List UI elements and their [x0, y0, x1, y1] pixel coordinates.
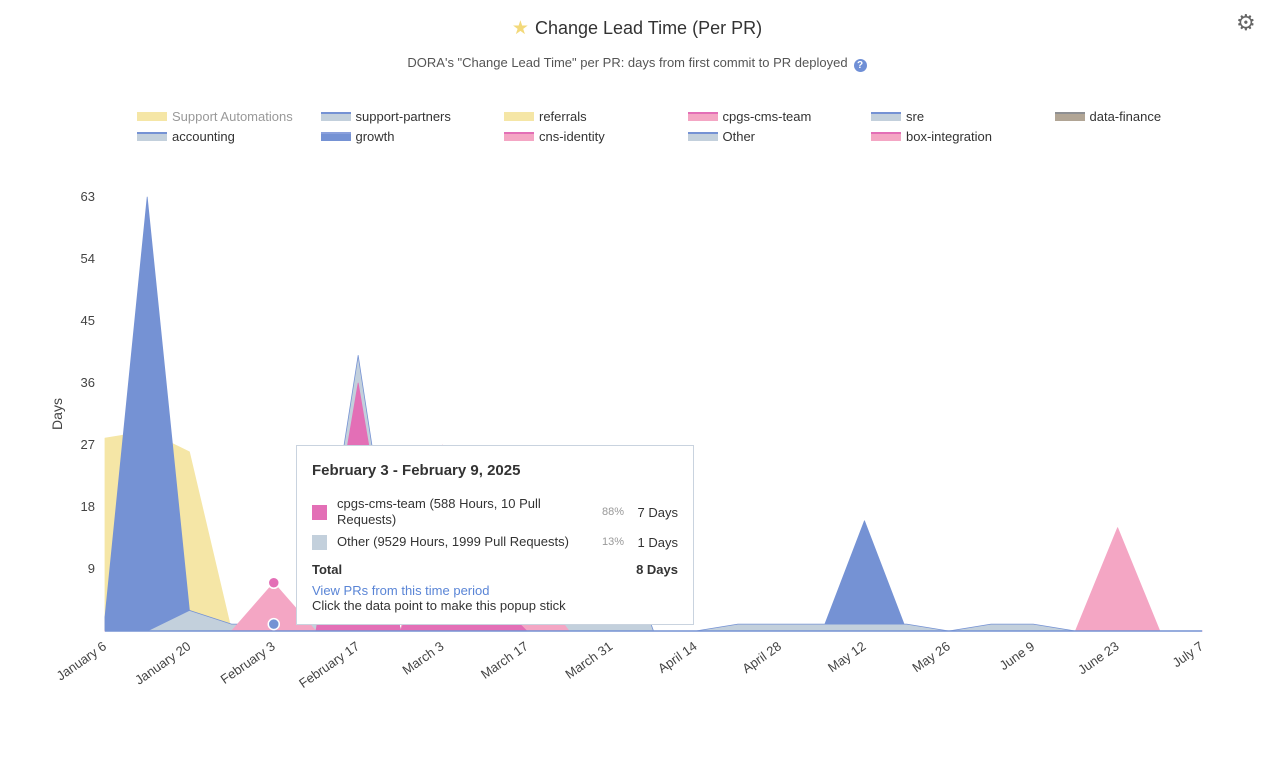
subtitle-text: DORA's "Change Lead Time" per PR: days f…: [407, 55, 848, 70]
legend-swatch: [137, 111, 167, 121]
row-pct: 88%: [601, 506, 624, 518]
legend-swatch: [871, 131, 901, 141]
x-tick-label: March 17: [478, 638, 531, 681]
gear-icon[interactable]: ⚙: [1236, 10, 1256, 35]
x-tick-label: January 20: [132, 638, 193, 687]
legend-label: growth: [355, 128, 395, 144]
tooltip-row: Other (9529 Hours, 1999 Pull Requests) 1…: [312, 534, 678, 550]
chart-subtitle: DORA's "Change Lead Time" per PR: days f…: [0, 55, 1274, 72]
help-icon[interactable]: ?: [853, 59, 867, 72]
legend-item[interactable]: cpgs-cms-team: [687, 108, 872, 124]
x-tick-label: June 9: [997, 638, 1038, 673]
x-tick-label: May 26: [909, 638, 953, 675]
star-icon[interactable]: ★: [511, 18, 529, 39]
legend-item[interactable]: data-finance: [1054, 108, 1239, 124]
total-value: 8 Days: [636, 562, 678, 577]
legend-swatch: [137, 131, 167, 141]
row-days: 1 Days: [637, 534, 678, 550]
legend-label: box-integration: [906, 128, 992, 144]
legend-swatch: [687, 131, 718, 141]
x-tick-label: March 31: [562, 638, 615, 681]
legend-label: cns-identity: [539, 128, 605, 144]
chart-title: ★ Change Lead Time (Per PR): [0, 17, 1274, 40]
row-days: 7 Days: [637, 504, 678, 520]
tooltip: February 3 - February 9, 2025 cpgs-cms-t…: [296, 445, 694, 625]
hover-point: [267, 617, 281, 631]
legend-item[interactable]: sre: [871, 108, 1055, 124]
tooltip-total: Total 8 Days: [312, 562, 678, 577]
legend-label: support-partners: [355, 108, 451, 124]
legend-label: accounting: [172, 128, 235, 144]
x-tick-label: May 12: [825, 638, 869, 675]
legend-item[interactable]: accounting: [137, 128, 321, 144]
hover-point: [267, 576, 281, 590]
tooltip-hint: Click the data point to make this popup …: [312, 598, 566, 613]
legend-label: Support Automations: [172, 108, 293, 124]
y-tick-label: 27: [81, 437, 95, 452]
legend-swatch: [320, 131, 351, 141]
y-tick-label: 36: [81, 375, 95, 390]
y-tick-label: 18: [81, 499, 95, 514]
legend-item[interactable]: support-partners: [320, 108, 505, 124]
row-label: cpgs-cms-team (588 Hours, 10 Pull Reques…: [337, 496, 541, 527]
legend-swatch: [504, 131, 534, 141]
row-label: Other (9529 Hours, 1999 Pull Requests): [337, 534, 569, 549]
legend-label: cpgs-cms-team: [722, 108, 812, 124]
legend-item[interactable]: box-integration: [871, 128, 1055, 144]
row-pct: 13%: [601, 536, 624, 548]
legend-label: referrals: [539, 108, 587, 124]
x-tick-label: June 23: [1075, 638, 1122, 677]
legend-label: Other: [722, 128, 756, 144]
x-tick-label: April 28: [739, 638, 784, 676]
legend-swatch: [320, 111, 351, 121]
legend-swatch: [687, 111, 718, 121]
tooltip-title: February 3 - February 9, 2025: [312, 462, 521, 479]
legend-swatch: [871, 111, 901, 121]
x-tick-label: April 14: [655, 638, 700, 676]
legend-label: data-finance: [1089, 108, 1162, 124]
y-tick-label: 9: [88, 561, 95, 576]
legend-item[interactable]: Other: [687, 128, 872, 144]
series-swatch: [312, 534, 327, 550]
x-tick-label: February 17: [296, 638, 362, 690]
legend-label: sre: [906, 108, 925, 124]
tooltip-row: cpgs-cms-team (588 Hours, 10 Pull Reques…: [312, 496, 678, 528]
total-label: Total: [312, 562, 343, 577]
y-tick-label: 63: [81, 189, 95, 204]
legend-swatch: [1054, 111, 1085, 121]
y-axis-label: Days: [49, 398, 65, 430]
x-tick-label: February 3: [218, 638, 278, 686]
legend-item[interactable]: Support Automations: [137, 108, 321, 124]
legend-swatch: [504, 111, 534, 121]
legend-item[interactable]: cns-identity: [504, 128, 688, 144]
legend-item[interactable]: growth: [320, 128, 505, 144]
y-tick-label: 45: [81, 313, 95, 328]
title-text: Change Lead Time (Per PR): [534, 18, 763, 38]
x-tick-label: January 6: [54, 638, 109, 683]
x-tick-label: March 3: [399, 638, 446, 677]
x-tick-label: July 7: [1170, 638, 1206, 670]
series-swatch: [312, 504, 327, 520]
view-prs-link[interactable]: View PRs from this time period: [312, 583, 490, 598]
legend-item[interactable]: referrals: [504, 108, 688, 124]
legend: Support Automations support-partners refer…: [137, 108, 1247, 144]
y-tick-label: 54: [81, 251, 95, 266]
